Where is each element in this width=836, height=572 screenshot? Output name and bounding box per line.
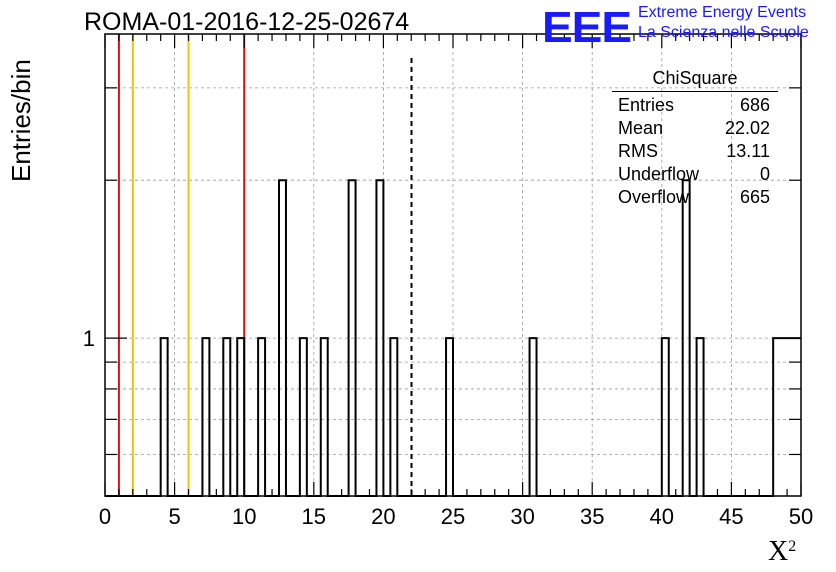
x-tick-label: 10 — [232, 504, 256, 529]
stats-row-underflow: Underflow 0 — [618, 164, 770, 184]
stats-row-entries: Entries 686 — [618, 95, 770, 115]
x-axis-label: X2 — [768, 536, 797, 567]
y-axis-label: Entries/bin — [6, 59, 36, 182]
x-tick-label: 50 — [789, 504, 813, 529]
stats-row-mean: Mean 22.02 — [618, 118, 770, 138]
x-tick-label: 20 — [371, 504, 395, 529]
logo-line-2: La Scienza nelle Scuole — [638, 24, 809, 41]
x-tick-label: 5 — [168, 504, 180, 529]
x-tick-label: 45 — [719, 504, 743, 529]
stats-title: ChiSquare — [612, 68, 778, 92]
marker-lines — [117, 34, 413, 496]
x-tick-label: 40 — [650, 504, 674, 529]
x-tick-label: 35 — [580, 504, 604, 529]
axis-ticks — [104, 34, 802, 496]
stats-box: ChiSquare Entries 686 Mean 22.02 RMS 13.11 … — [612, 68, 778, 209]
stats-row-rms: RMS 13.11 — [618, 141, 770, 161]
y-tick-label: 1 — [83, 326, 95, 351]
tick-labels: 0 5 10 15 20 25 30 35 40 45 50 1 — [83, 326, 813, 529]
eee-logo-mark: EEE — [542, 2, 632, 52]
x-tick-label: 25 — [441, 504, 465, 529]
stats-row-overflow: Overflow 665 — [618, 187, 770, 207]
x-tick-label: 30 — [510, 504, 534, 529]
x-tick-label: 15 — [302, 504, 326, 529]
chart-title: ROMA-01-2016-12-25-02674 — [84, 8, 410, 36]
logo-line-1: Extreme Energy Events — [638, 4, 807, 21]
x-tick-label: 0 — [99, 504, 111, 529]
